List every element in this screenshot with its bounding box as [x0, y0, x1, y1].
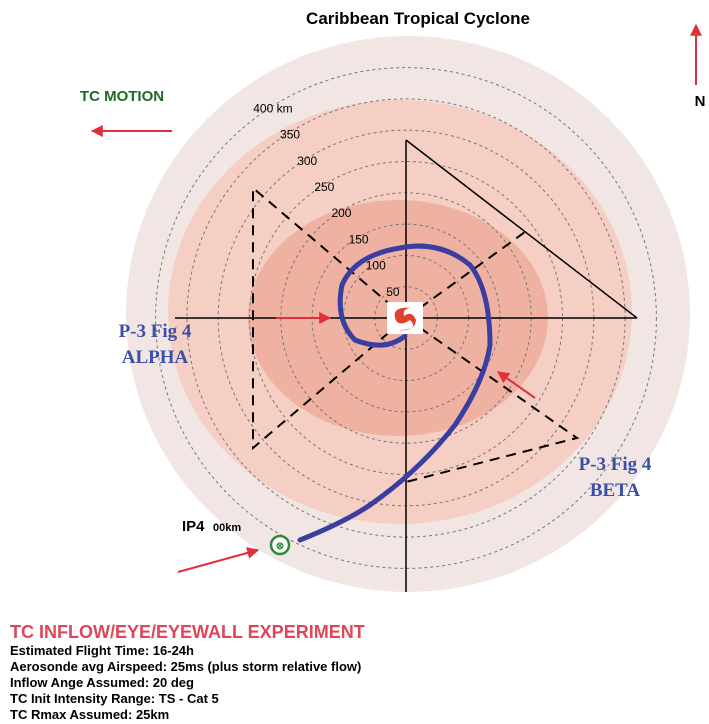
- info-line: TC Init Intensity Range: TS - Cat 5: [10, 691, 219, 706]
- arrows: [90, 23, 702, 573]
- beta-leg: [405, 139, 638, 319]
- ip-marker: [269, 534, 291, 556]
- beta-label: BETA: [590, 480, 641, 501]
- info-line: TC Rmax Assumed: 25km: [10, 707, 169, 722]
- info-heading: TC INFLOW/EYE/EYEWALL EXPERIMENT: [10, 622, 365, 642]
- beta-diag: [405, 231, 526, 319]
- info-line: Estimated Flight Time: 16-24h: [10, 643, 194, 658]
- beta-label: P-3 Fig 4: [579, 454, 652, 475]
- north-label: N: [695, 93, 706, 110]
- beta-arrow: [497, 371, 536, 399]
- info-line: Aerosonde avg Airspeed: 25ms (plus storm…: [10, 659, 361, 674]
- motion-label: TC MOTION: [80, 88, 164, 105]
- ring-label: 100: [366, 259, 386, 273]
- title: Caribbean Tropical Cyclone: [306, 9, 530, 28]
- ring-label: 200: [331, 206, 351, 220]
- flight-track: [297, 243, 493, 543]
- ring-label: 250: [314, 180, 334, 194]
- ip-label: 00km: [213, 522, 241, 534]
- ip-label: IP4: [182, 518, 205, 535]
- alpha-label: P-3 Fig 4: [119, 321, 192, 342]
- cyclone-icon: [394, 307, 416, 331]
- info-line: Inflow Ange Assumed: 20 deg: [10, 675, 194, 690]
- ring-label: 300: [297, 154, 317, 168]
- ring-label: 350: [280, 128, 300, 142]
- ring-label: 400 km: [253, 101, 292, 115]
- alpha-label: ALPHA: [122, 347, 189, 368]
- beta-legs: [405, 317, 580, 483]
- dashed-legs: [252, 185, 580, 483]
- ip-icon: ⊗: [276, 541, 284, 552]
- alpha-legs: [252, 185, 407, 451]
- ip-arrow: [177, 547, 260, 573]
- ring-label: 50: [386, 285, 400, 299]
- range-ring: [155, 67, 657, 569]
- ring-label: 150: [349, 232, 369, 246]
